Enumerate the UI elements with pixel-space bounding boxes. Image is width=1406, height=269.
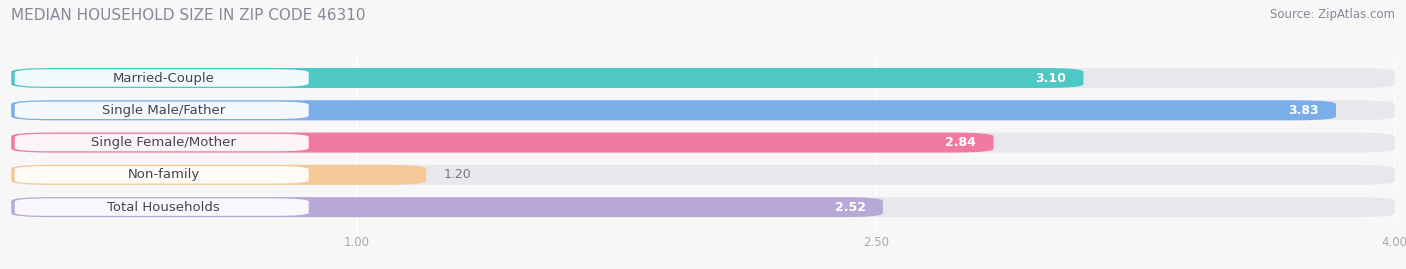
FancyBboxPatch shape [11,100,1395,120]
Text: 3.10: 3.10 [1035,72,1066,84]
FancyBboxPatch shape [11,133,1395,153]
Text: 2.52: 2.52 [835,201,866,214]
Text: Source: ZipAtlas.com: Source: ZipAtlas.com [1270,8,1395,21]
FancyBboxPatch shape [14,166,309,183]
FancyBboxPatch shape [14,134,309,151]
Text: Non-family: Non-family [128,168,200,181]
Text: Single Male/Father: Single Male/Father [101,104,225,117]
FancyBboxPatch shape [11,68,1084,88]
FancyBboxPatch shape [11,100,1336,120]
Text: 1.20: 1.20 [444,168,471,181]
FancyBboxPatch shape [11,165,1395,185]
FancyBboxPatch shape [11,68,1395,88]
Text: Married-Couple: Married-Couple [112,72,214,84]
Text: 2.84: 2.84 [945,136,976,149]
Text: 3.83: 3.83 [1288,104,1319,117]
FancyBboxPatch shape [14,102,309,119]
FancyBboxPatch shape [14,199,309,216]
Text: MEDIAN HOUSEHOLD SIZE IN ZIP CODE 46310: MEDIAN HOUSEHOLD SIZE IN ZIP CODE 46310 [11,8,366,23]
Text: Total Households: Total Households [107,201,219,214]
FancyBboxPatch shape [11,197,1395,217]
FancyBboxPatch shape [11,197,883,217]
FancyBboxPatch shape [14,69,309,87]
FancyBboxPatch shape [11,133,994,153]
FancyBboxPatch shape [11,165,426,185]
Text: Single Female/Mother: Single Female/Mother [91,136,236,149]
